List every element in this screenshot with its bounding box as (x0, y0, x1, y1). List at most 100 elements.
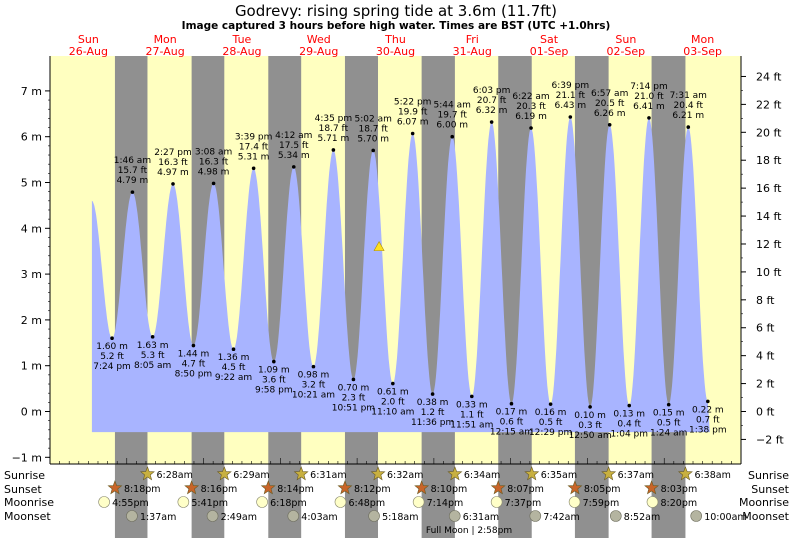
high-tide-time: 6:03 pm (473, 86, 511, 96)
day-name-label: Sun (78, 33, 99, 46)
low-tide-time: 1:38 pm (689, 425, 727, 435)
low-tide-time: 1:24 am (650, 429, 687, 439)
low-tide-time: 7:24 pm (93, 362, 131, 372)
y-tick-label-m: 7 m (21, 85, 42, 98)
y-tick-label-ft: −2 ft (756, 433, 784, 446)
day-date-label: 31-Aug (453, 45, 492, 58)
low-tide-dot (311, 364, 316, 369)
sunrise-time: 6:29am (233, 470, 269, 481)
sunset-time: 8:14pm (277, 484, 314, 495)
day-date-label: 02-Sep (606, 45, 645, 58)
current-level-marker (373, 241, 385, 251)
y-tick-label-ft: 16 ft (756, 182, 782, 195)
high-tide-time: 4:35 pm (315, 114, 353, 124)
low-tide-feet: 5.2 ft (100, 352, 124, 362)
high-tide-dot (291, 165, 296, 169)
low-tide-feet: 2.3 ft (342, 393, 366, 403)
high-tide-feet: 20.5 ft (595, 99, 625, 109)
low-tide-time: 10:21 am (292, 391, 335, 401)
low-tide-dot (150, 335, 155, 339)
moonrise-icon (490, 496, 503, 508)
moonset-time: 8:52am (624, 512, 660, 523)
moonset-icon (448, 510, 461, 522)
day-date-label: 27-Aug (146, 45, 185, 58)
high-tide-dot (529, 126, 533, 130)
sunrise-icon (293, 466, 309, 481)
low-tide-dot (272, 359, 276, 364)
high-tide-feet: 20.7 ft (477, 96, 507, 106)
high-tide-dot (489, 120, 494, 124)
sunrise-icon (216, 466, 232, 481)
day-name-label: Sun (615, 33, 636, 46)
sunset-time: 8:07pm (507, 484, 544, 495)
high-tide-feet: 20.3 ft (516, 102, 546, 112)
row-label-moonset-right: Moonset (742, 510, 789, 523)
y-tick-label-ft: 10 ft (756, 266, 782, 279)
high-tide-metres: 6.19 m (515, 112, 547, 122)
low-tide-feet: 4.5 ft (222, 363, 246, 373)
y-tick-label-m: 6 m (21, 131, 42, 144)
high-tide-metres: 6.26 m (594, 109, 626, 119)
low-tide-dot (110, 336, 114, 341)
low-tide-feet: 5.3 ft (141, 351, 165, 361)
moonset-icon (529, 510, 542, 522)
sunset-time: 8:10pm (431, 484, 468, 495)
y-tick-label-ft: 8 ft (756, 294, 775, 307)
high-tide-metres: 5.31 m (238, 152, 270, 162)
low-tide-dot (509, 401, 514, 406)
moonrise-time: 6:48pm (348, 498, 385, 509)
chart-title: Godrevy: rising spring tide at 3.6m (11.… (235, 2, 557, 20)
low-tide-time: 12:50 am (569, 431, 612, 441)
y-tick-label-ft: 14 ft (756, 210, 782, 223)
sunset-icon (260, 480, 276, 495)
moonrise-time: 7:37pm (505, 498, 542, 509)
sunset-icon (567, 480, 583, 495)
low-tide-dot (666, 402, 671, 407)
sunset-icon (644, 480, 660, 495)
row-label-sunrise-right: Sunrise (748, 469, 789, 482)
day-labels: Sun26-AugMon27-AugTue28-AugWed29-AugThu3… (69, 33, 722, 58)
y-tick-label-ft: 24 ft (756, 70, 782, 83)
low-tide-metres: 0.61 m (377, 388, 409, 398)
day-name-label: Tue (232, 33, 252, 46)
low-tide-feet: 1.2 ft (421, 408, 445, 418)
high-tide-dot (647, 116, 651, 120)
high-tide-metres: 5.34 m (278, 151, 310, 161)
low-tide-feet: 3.6 ft (262, 376, 286, 386)
high-tide-feet: 20.4 ft (674, 101, 704, 111)
tide-area-path (91, 117, 710, 433)
low-tide-metres: 0.38 m (417, 398, 449, 408)
axes: 7 m 6 m 5 m 4 m 3 m 2 m 1 m 0 m −1 m 24 ft 22 ft 20… (12, 56, 784, 465)
tide-area (91, 117, 710, 433)
high-tide-dot (410, 131, 415, 136)
low-tide-time: 8:50 pm (175, 370, 213, 380)
sunrise-icon (601, 466, 617, 481)
y-tick-label-m: 5 m (21, 177, 42, 190)
day-name-label: Wed (307, 33, 331, 46)
high-tide-feet: 16.3 ft (199, 157, 229, 167)
day-name-label: Mon (691, 33, 714, 46)
moonrise-icon (412, 496, 425, 508)
low-tide-feet: 1.1 ft (460, 410, 484, 420)
sunset-time: 8:12pm (354, 484, 391, 495)
sunrise-time: 6:37am (618, 470, 654, 481)
high-tide-metres: 6.32 m (476, 106, 508, 116)
moonrise-icon (98, 496, 110, 508)
high-tide-dot (686, 125, 691, 129)
high-tide-time: 2:27 pm (154, 148, 192, 158)
high-tide-metres: 6.00 m (436, 121, 468, 131)
low-tide-dot (351, 377, 356, 382)
high-tide-dot (371, 148, 376, 153)
chart-subtitle: Image captured 3 hours before high water… (182, 20, 611, 32)
low-tide-time: 9:22 am (215, 373, 252, 383)
high-tide-metres: 6.41 m (633, 102, 665, 112)
high-tide-time: 6:57 am (591, 89, 628, 99)
high-tide-metres: 6.07 m (397, 117, 429, 127)
day-date-label: 03-Sep (683, 45, 722, 58)
low-tide-dot (430, 392, 435, 396)
low-tide-feet: 2.0 ft (381, 398, 405, 408)
moonrise-icon (256, 496, 268, 508)
high-tide-feet: 18.7 ft (319, 124, 349, 134)
